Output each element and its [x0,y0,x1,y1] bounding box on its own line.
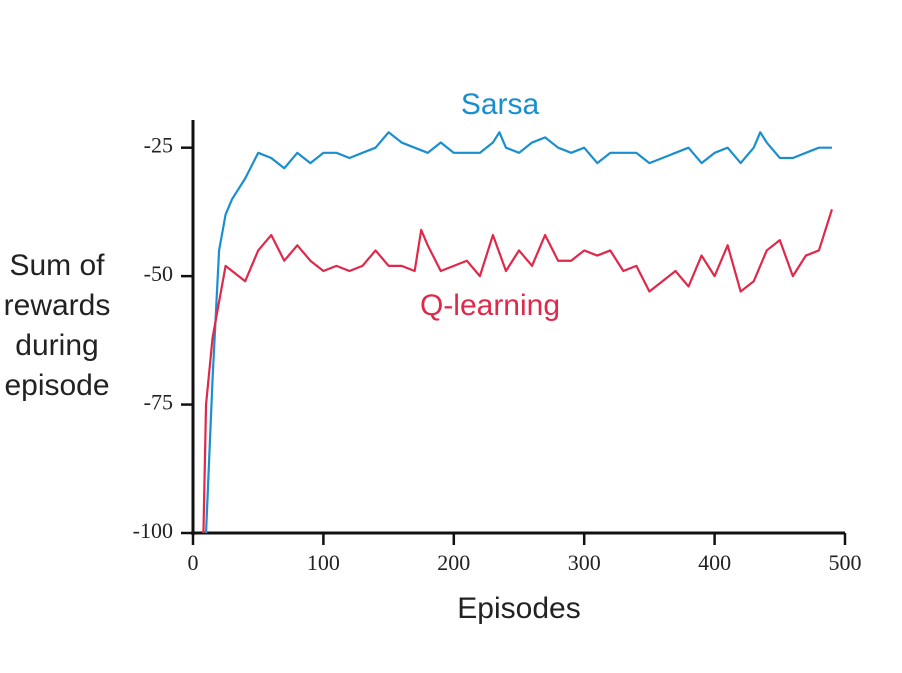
x-tick-label: 0 [188,550,199,575]
x-tick-label: 100 [307,550,340,575]
x-axis-label: Episodes [457,592,580,625]
x-tick-label: 300 [568,550,601,575]
x-tick-label: 400 [698,550,731,575]
y-tick-label: -25 [144,133,173,158]
x-tick-label: 200 [437,550,470,575]
y-tick-label: -75 [144,390,173,415]
line-series [202,209,834,534]
series-label: Q-learning [420,289,560,322]
line-series [204,131,832,534]
series-label: Sarsa [461,88,540,121]
y-axis-label: Sum of rewards during episode [3,249,111,402]
y-tick-label: -100 [133,518,173,543]
x-tick-label: 500 [829,550,862,575]
y-tick-label: -50 [144,261,173,286]
